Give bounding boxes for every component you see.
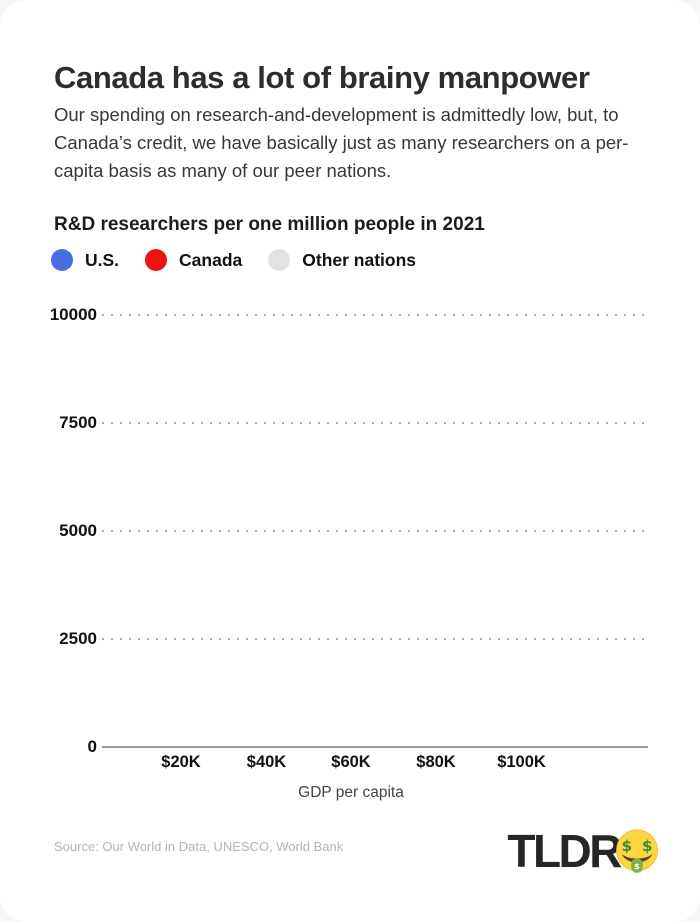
legend-item: Canada	[145, 249, 242, 271]
tldr-logo: TLDR $ $ $	[507, 824, 660, 878]
chart-legend: U.S. Canada Other nations	[51, 249, 416, 271]
legend-label: U.S.	[85, 249, 120, 270]
x-tick-label: $40K	[246, 753, 287, 771]
y-gridline	[102, 314, 648, 316]
x-tick-label: $100K	[497, 753, 546, 771]
svg-text:$: $	[642, 837, 653, 855]
y-tick-label: 7500	[59, 413, 97, 432]
money-mouth-face-emoji-icon: $ $ $	[616, 829, 658, 873]
y-tick-label: 5000	[59, 521, 97, 540]
x-axis-line	[102, 746, 648, 748]
legend-item: Other nations	[268, 249, 416, 271]
x-tick-label: $20K	[161, 753, 201, 771]
legend-dot-icon	[268, 249, 291, 271]
tldr-logo-text: TLDR	[507, 825, 622, 877]
svg-text:$: $	[634, 861, 640, 871]
svg-text:$: $	[621, 837, 632, 855]
legend-dot-icon	[145, 249, 168, 271]
chart-title: R&D researchers per one million people i…	[54, 214, 485, 235]
y-tick-label: 10000	[49, 305, 97, 324]
y-tick-label: 2500	[59, 629, 97, 648]
legend-label: Other nations	[302, 249, 417, 270]
x-tick-label: $60K	[331, 753, 371, 771]
legend-item: U.S.	[51, 249, 119, 271]
y-gridline	[102, 422, 648, 424]
page-subtitle: Our spending on research-and-development…	[54, 104, 629, 181]
source-attribution: Source: Our World in Data, UNESCO, World…	[54, 839, 344, 854]
legend-label: Canada	[179, 249, 243, 270]
page-title: Canada has a lot of brainy manpower	[54, 60, 590, 95]
y-tick-label: 0	[87, 737, 97, 756]
x-axis-label: GDP per capita	[298, 784, 404, 801]
y-gridline	[102, 638, 648, 640]
x-tick-label: $80K	[416, 753, 456, 771]
legend-dot-icon	[51, 249, 73, 271]
y-gridline	[102, 530, 648, 532]
